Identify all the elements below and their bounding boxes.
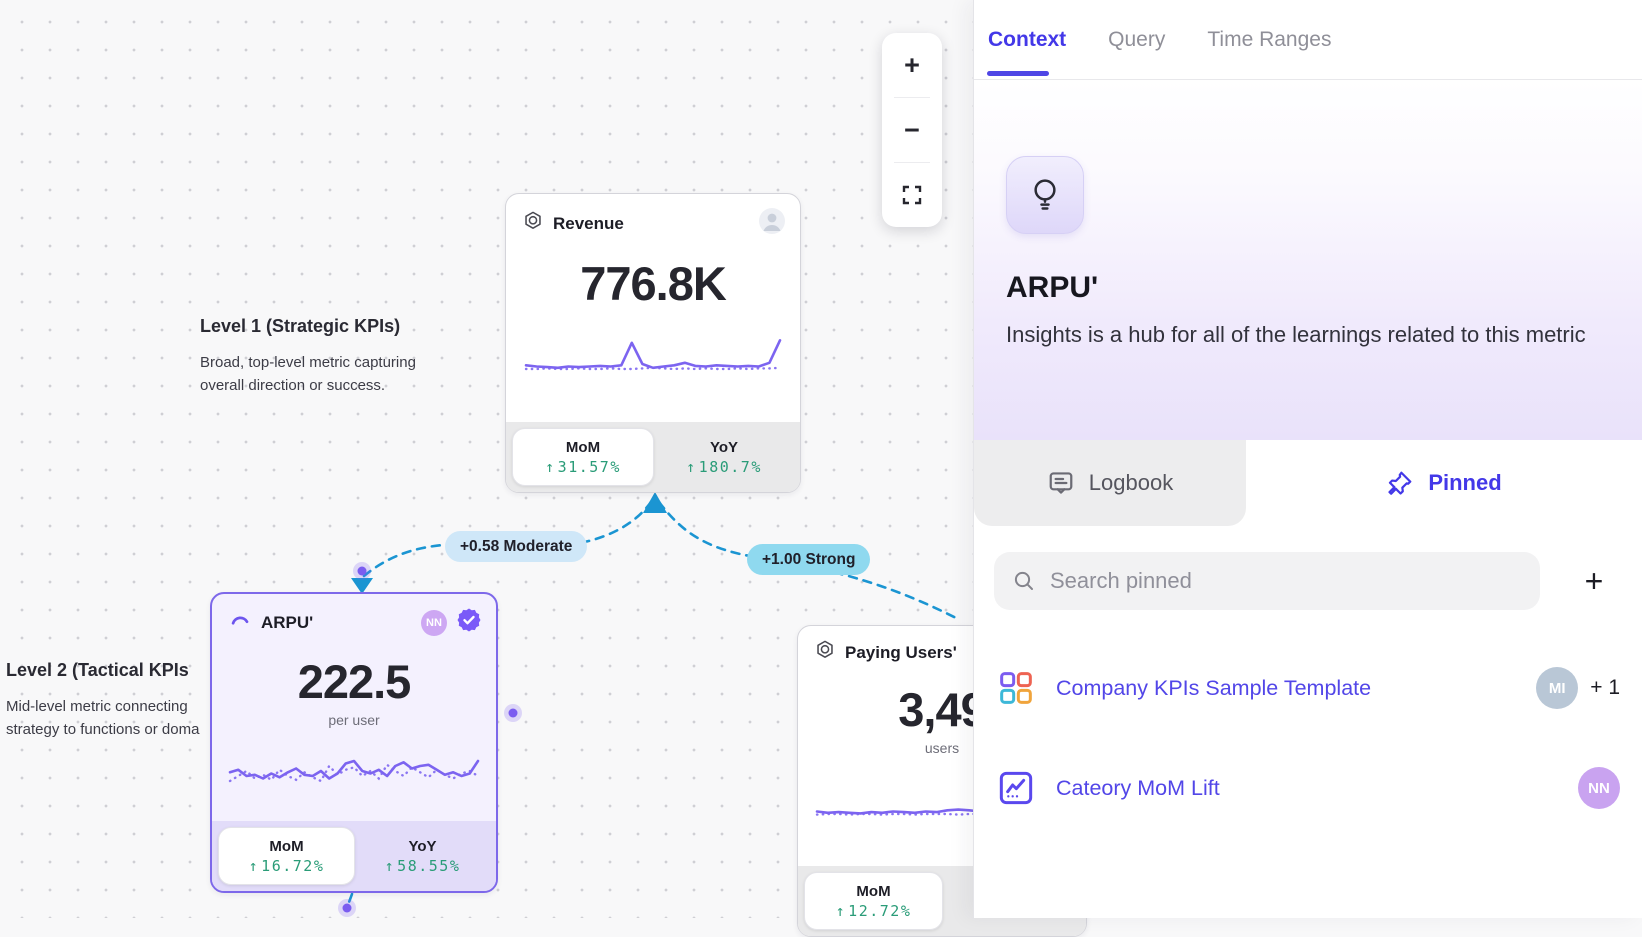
tab-query[interactable]: Query bbox=[1108, 27, 1166, 51]
pinned-search-row: + bbox=[994, 552, 1622, 610]
stat-footer: MoM ↑ 16.72% YoY ↑ 58.55% bbox=[212, 821, 496, 891]
search-box[interactable] bbox=[994, 552, 1540, 610]
insight-metric-title: ARPU' bbox=[1006, 271, 1099, 304]
avatar-nn: NN bbox=[1578, 767, 1620, 809]
metric-value: 222.5 bbox=[297, 655, 412, 708]
pinned-item-template[interactable]: Company KPIs Sample Template MI + 1 bbox=[974, 660, 1642, 716]
line-chart-icon bbox=[999, 771, 1033, 805]
level-1-desc-line1: Broad, top-level metric capturing bbox=[200, 354, 416, 371]
template-grid-icon bbox=[1000, 672, 1032, 704]
active-tab-underline bbox=[987, 71, 1049, 76]
metric-unit: per user bbox=[328, 712, 380, 728]
divider bbox=[894, 162, 930, 163]
stat-pill-mom[interactable]: MoM ↑ 16.72% bbox=[218, 827, 355, 885]
pinned-item-chart[interactable]: Cateory MoM Lift NN bbox=[974, 760, 1642, 816]
connection-handle bbox=[357, 566, 367, 576]
pinned-list: Company KPIs Sample Template MI + 1 Cate… bbox=[974, 660, 1642, 816]
metric-unit: users bbox=[924, 740, 960, 756]
stat-value: 12.72% bbox=[848, 901, 912, 920]
canvas-zoom-toolbar: + − bbox=[882, 33, 942, 227]
context-panel: Context Query Time Ranges ARPU' Insights… bbox=[973, 0, 1642, 918]
stat-pill-yoy[interactable]: YoY ↑ 58.55% bbox=[384, 837, 461, 875]
fit-view-button[interactable] bbox=[882, 163, 942, 227]
card-title: ARPU' bbox=[261, 612, 314, 632]
metric-card-revenue[interactable]: Revenue 776.8K MoM ↑ 31.57% YoY ↑ 180.7% bbox=[505, 193, 801, 493]
stat-footer: MoM ↑ 31.57% YoY ↑ 180.7% bbox=[506, 422, 800, 492]
sparkline bbox=[228, 759, 480, 783]
hexagon-node-icon bbox=[522, 210, 544, 237]
card-title: Revenue bbox=[553, 213, 624, 233]
level-1-note[interactable]: Level 1 (Strategic KPIs) Broad, top-leve… bbox=[200, 316, 416, 397]
card-title: Paying Users' bbox=[845, 642, 957, 662]
level-2-desc-line2: strategy to functions or doma bbox=[6, 720, 200, 738]
handle-halo bbox=[353, 562, 371, 580]
stat-value: 180.7% bbox=[698, 457, 762, 476]
divider bbox=[894, 97, 930, 98]
avatar-overflow-count: + 1 bbox=[1590, 676, 1620, 699]
verified-check-badge-icon bbox=[456, 607, 482, 638]
stat-pill-yoy[interactable]: YoY ↑ 180.7% bbox=[686, 438, 762, 476]
insight-tile bbox=[1006, 156, 1084, 234]
edge-arpu-down bbox=[345, 892, 354, 911]
pinned-item-label: Cateory MoM Lift bbox=[1056, 775, 1220, 800]
level-1-title: Level 1 (Strategic KPIs) bbox=[200, 316, 401, 336]
owner-avatar-icon bbox=[758, 207, 786, 240]
edge-label-moderate[interactable]: +0.58 Moderate bbox=[445, 531, 588, 562]
sparkline bbox=[524, 339, 782, 371]
search-pinned-input[interactable] bbox=[1050, 568, 1522, 594]
connection-handle bbox=[508, 708, 518, 718]
subtab-pinned[interactable]: Pinned bbox=[1246, 440, 1642, 526]
avatar-nn: NN bbox=[421, 609, 447, 636]
up-arrow-icon: ↑ bbox=[545, 457, 556, 476]
metric-value: 3,49 bbox=[898, 683, 986, 736]
tab-context[interactable]: Context bbox=[988, 27, 1067, 51]
logbook-comment-icon bbox=[1049, 472, 1073, 494]
level-1-desc-line2: overall direction or success. bbox=[200, 376, 386, 394]
arc-trend-icon bbox=[228, 609, 252, 636]
panel-tabbar: Context Query Time Ranges bbox=[974, 0, 1642, 80]
metric-value: 776.8K bbox=[580, 257, 727, 310]
up-arrow-icon: ↑ bbox=[248, 856, 260, 875]
up-arrow-icon: ↑ bbox=[686, 457, 697, 476]
level-2-desc-line1: Mid-level metric connecting bbox=[6, 698, 188, 715]
avatar-mi: MI bbox=[1536, 667, 1579, 709]
level-2-title: Level 2 (Tactical KPIs bbox=[6, 660, 189, 680]
stat-pill-mom[interactable]: MoM ↑ 12.72% bbox=[804, 872, 943, 930]
connection-handle bbox=[342, 903, 352, 913]
fullscreen-icon bbox=[902, 185, 922, 205]
search-icon bbox=[1014, 571, 1033, 590]
insight-hero: ARPU' Insights is a hub for all of the l… bbox=[974, 80, 1642, 440]
zoom-out-button[interactable]: − bbox=[904, 114, 920, 145]
stat-value: 58.55% bbox=[397, 856, 461, 875]
lightbulb-icon bbox=[1034, 179, 1056, 210]
subtab-logbook[interactable]: Logbook bbox=[974, 440, 1246, 526]
hexagon-node-icon bbox=[814, 639, 836, 666]
arrow-into-revenue bbox=[643, 492, 667, 513]
add-pinned-button[interactable]: + bbox=[1584, 563, 1604, 599]
zoom-in-button[interactable]: + bbox=[904, 49, 920, 80]
level-2-note[interactable]: Level 2 (Tactical KPIs Mid-level metric … bbox=[6, 660, 199, 741]
pinned-item-label: Company KPIs Sample Template bbox=[1056, 675, 1372, 700]
stat-pill-mom[interactable]: MoM ↑ 31.57% bbox=[512, 428, 654, 486]
metric-card-arpu[interactable]: ARPU' NN 222.5 per user MoM ↑ 16.72% YoY … bbox=[210, 592, 498, 893]
edge-label-strong[interactable]: +1.00 Strong bbox=[747, 544, 871, 575]
tab-time-ranges[interactable]: Time Ranges bbox=[1207, 27, 1332, 51]
up-arrow-icon: ↑ bbox=[384, 856, 396, 875]
insight-subtabs: Logbook Pinned bbox=[974, 440, 1642, 526]
stat-value: 16.72% bbox=[261, 856, 325, 875]
stat-value: 31.57% bbox=[557, 457, 621, 476]
pushpin-icon bbox=[1388, 471, 1412, 495]
handle-halo bbox=[338, 899, 356, 917]
handle-halo bbox=[504, 704, 522, 722]
insight-description: Insights is a hub for all of the learnin… bbox=[1006, 322, 1586, 347]
up-arrow-icon: ↑ bbox=[835, 901, 847, 920]
